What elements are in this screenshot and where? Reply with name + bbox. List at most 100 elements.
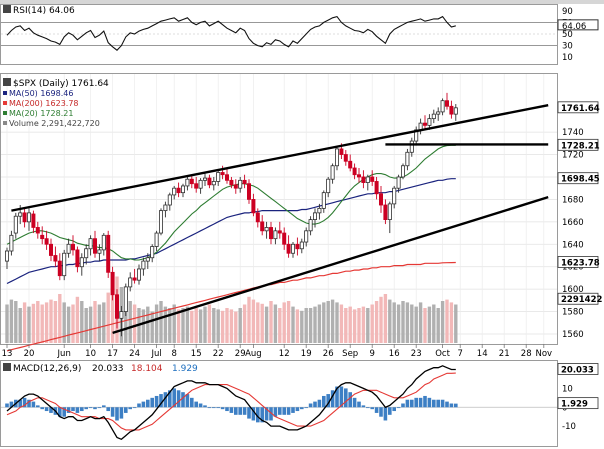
rsi-tick-label: 90 [562,7,573,17]
x-tick-label: 15 [191,349,202,359]
upper-trendline [11,103,549,212]
macd-histogram-bar [106,407,110,412]
volume-bar [379,296,383,343]
candle [405,151,410,167]
macd-histogram-bar [335,386,339,408]
candle [211,181,216,186]
macd-histogram-bar [370,407,374,410]
volume-bar [141,309,146,343]
macd-histogram-bar [361,405,366,408]
macd-histogram-bar [93,407,97,410]
rsi-tick-label: 50 [562,30,573,40]
price-tag-last: 1761.64 [561,104,600,114]
volume-bar [251,299,256,343]
volume-bars [5,276,458,343]
macd-histogram-bar [176,390,181,408]
macd-histogram-bar [436,399,440,408]
macd-histogram-bar [392,407,396,412]
volume-bar [22,302,27,343]
candle [44,238,49,245]
macd-histogram-bar [80,407,84,412]
candle [93,238,98,254]
macd-label: MACD(12,26,9) [13,364,81,374]
volume-bar [203,306,207,343]
price-tick-label: 1560 [562,330,584,340]
x-tick-label: 26 [323,349,334,359]
legend-volume: Volume 2,291,422,720 [9,119,100,128]
volume-bar [84,308,88,343]
macd-histogram-bar [71,407,75,412]
macd-histogram-bar [242,407,247,415]
macd-histogram-bar [194,401,198,408]
volume-bar [317,304,322,343]
macd-histogram-bar [154,395,159,408]
symbol-label: $SPX (Daily) 1761.64 [13,79,109,89]
macd-histogram-bar [405,399,410,408]
candle [414,129,419,142]
candle [49,243,54,256]
candle [22,212,27,223]
candle [18,212,23,217]
candle [348,160,353,169]
volume-bar [225,308,229,343]
macd-histogram-bar [432,399,436,408]
macd-histogram-bar [344,388,348,408]
macd-histogram-bar [220,407,225,410]
macd-histogram-bar [238,407,242,415]
macd-histogram-bar [317,399,322,408]
volume-bar [370,304,374,343]
volume-bar [304,308,308,343]
candle [255,212,260,223]
macd-histogram-bar [278,407,282,415]
volume-bar [220,310,225,343]
candle [35,227,40,234]
candle [189,178,194,185]
price-tick-label: 1580 [562,308,584,318]
candle [400,165,405,178]
candle [224,174,229,181]
candle [40,234,45,240]
candle [5,250,10,262]
volume-bar [269,301,273,343]
candle [312,212,317,220]
volume-bar [150,311,154,343]
x-tick-label: 28 [521,349,532,359]
candle [251,199,256,214]
macd-histogram-bar [418,397,423,408]
candle [26,212,31,223]
macd-signal-line [6,372,456,431]
candle [53,255,58,262]
macd-histogram-bar [410,399,414,408]
macd-value: 20.033 [92,364,124,374]
macd-histogram-bar [330,390,335,408]
volume-bar [256,302,260,343]
candle [136,268,141,281]
macd-histogram-bar [36,405,40,408]
volume-bar [14,301,18,343]
volume-bar [190,310,194,343]
macd-histogram-bar [379,407,383,417]
macd-histogram-bar [124,407,128,413]
volume-bar [260,303,264,343]
candle [132,277,137,281]
candle [330,165,335,180]
volume-bar [326,301,330,343]
volume-bar [440,301,445,343]
lower-trendline [112,196,549,335]
volume-bar [392,302,396,343]
x-tick-label: Aug [245,349,262,359]
macd-histogram-bar [44,407,49,412]
macd-histogram-bar [449,403,454,408]
volume-bar [185,306,190,343]
price-tick-label: 1740 [562,128,584,138]
rsi-tag: 64.06 [557,19,599,32]
price-legend: $SPX (Daily) 1761.64 MA(50) 1698.46 MA(2… [3,78,109,128]
candle [317,207,322,214]
rsi-label: RSI(14) 64.06 [13,6,75,16]
macd-histogram-bar [388,407,392,415]
volume-bar [168,308,172,343]
price-tag-last-box [557,101,599,114]
macd-histogram-bar [308,403,313,408]
candle [361,176,366,183]
